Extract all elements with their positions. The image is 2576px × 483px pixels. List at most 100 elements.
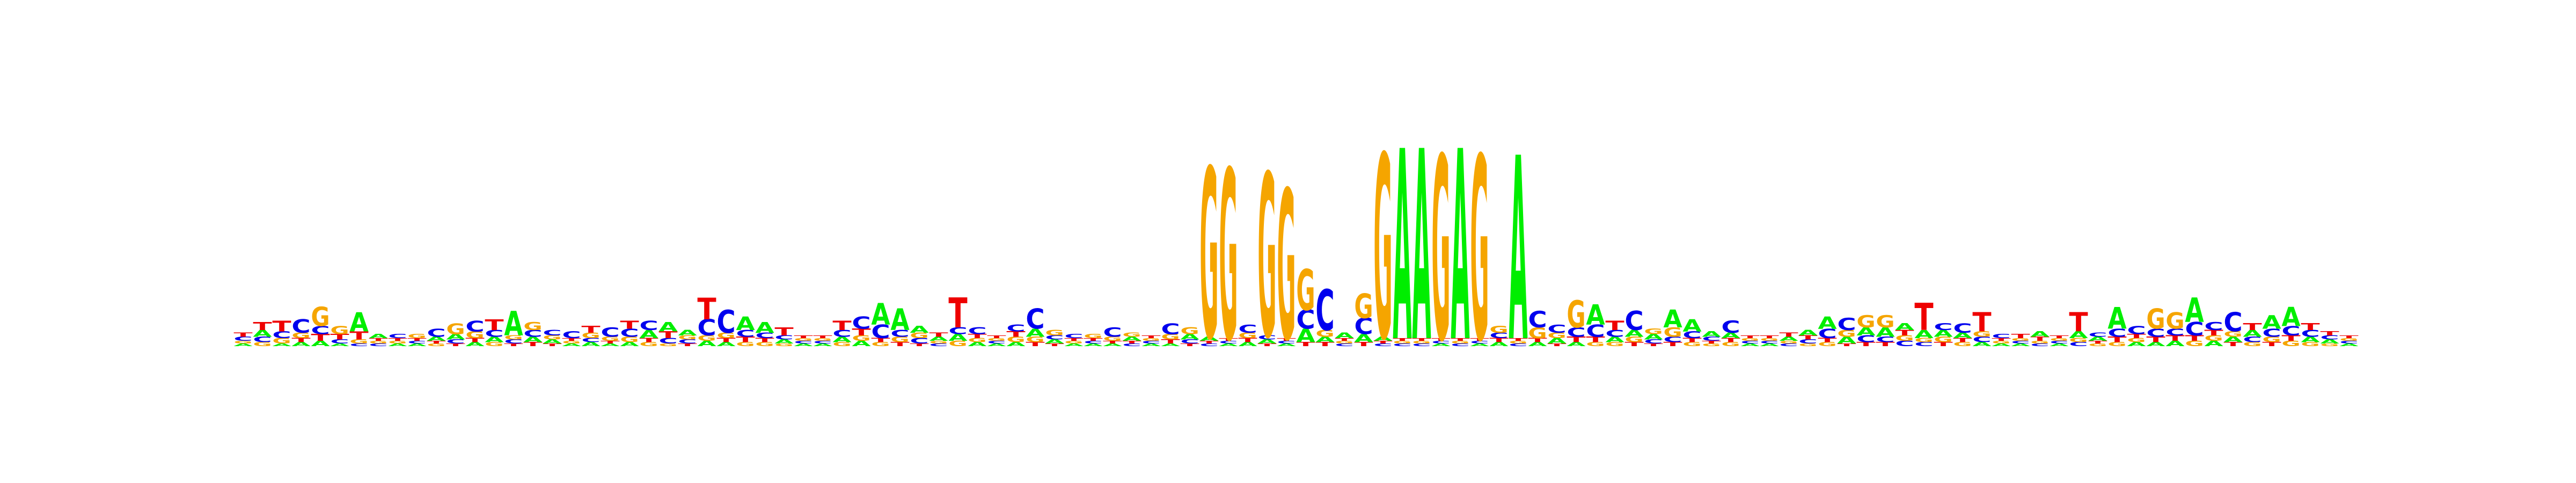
logo-letter-C-pos-108: C (2301, 328, 2319, 339)
logo-letter-C-pos-19: C (581, 337, 600, 343)
logo-letter-C-pos-107: C (2281, 324, 2300, 339)
logo-letter-A-pos-40: A (987, 343, 1006, 347)
logo-letter-G-pos-20: G (601, 336, 619, 342)
logo-letter-C-pos-91: C (1972, 335, 1991, 344)
logo-letter-G-pos-102: G (2185, 339, 2204, 348)
logo-letter-G-pos-89: G (1934, 335, 1952, 344)
logo-letter-C-pos-30: C (794, 340, 813, 345)
logo-letter-G-pos-17: G (543, 334, 561, 341)
logo-letter-A-pos-76: A (1682, 317, 1702, 336)
logo-letter-C-pos-57: C (1315, 279, 1334, 344)
logo-letter-T-pos-102: T (2185, 334, 2204, 342)
logo-letter-C-pos-33: C (852, 313, 870, 333)
logo-letter-G-pos-42: G (1026, 335, 1044, 344)
logo-letter-G-pos-55: G (1277, 149, 1296, 387)
logo-letter-C-pos-71: C (1586, 321, 1605, 341)
logo-letter-G-pos-31: G (813, 338, 832, 342)
logo-letter-G-pos-46: G (1103, 336, 1122, 342)
logo-letter-A-pos-99: A (2127, 341, 2146, 347)
logo-letter-A-pos-2: A (253, 328, 272, 339)
logo-letter-T-pos-88: T (1914, 296, 1933, 339)
logo-letter-T-pos-78: T (1721, 337, 1740, 343)
logo-letter-G-pos-23: G (658, 343, 677, 347)
logo-letter-T-pos-52: T (1219, 338, 1238, 342)
logo-letter-C-pos-88: C (1914, 341, 1933, 348)
logo-letter-G-pos-73: G (1624, 335, 1643, 344)
logo-letter-T-pos-69: T (1547, 343, 1566, 347)
logo-letter-C-pos-5: C (311, 324, 330, 336)
logo-letter-C-pos-50: C (1180, 339, 1199, 345)
logo-letter-A-pos-102: A (2185, 291, 2204, 330)
logo-letter-C-pos-55: C (1277, 340, 1296, 345)
logo-letter-G-pos-37: G (929, 340, 948, 345)
logo-letter-G-pos-30: G (794, 338, 813, 342)
logo-letter-A-pos-58: A (1335, 331, 1353, 340)
logo-letter-G-pos-69: G (1547, 331, 1566, 340)
logo-letter-A-pos-106: A (2262, 311, 2281, 333)
logo-letter-T-pos-103: T (2204, 328, 2223, 337)
logo-letter-G-pos-85: G (1856, 312, 1875, 332)
logo-letter-G-pos-104: G (2223, 330, 2242, 339)
logo-letter-C-pos-63: C (1431, 340, 1450, 345)
logo-letter-C-pos-24: C (678, 339, 697, 345)
logo-letter-C-pos-105: C (2243, 335, 2262, 344)
logo-letter-G-pos-35: G (890, 335, 909, 344)
logo-letter-T-pos-41: T (1006, 330, 1026, 339)
logo-letter-C-pos-100: C (2146, 326, 2165, 339)
logo-letter-T-pos-35: T (890, 341, 910, 347)
logo-letter-T-pos-106: T (2262, 341, 2281, 347)
logo-letter-C-pos-64: C (1451, 343, 1469, 347)
logo-letter-A-pos-82: A (1798, 328, 1817, 337)
logo-letter-T-pos-90: T (1953, 337, 1972, 343)
logo-letter-A-pos-68: A (1528, 341, 1547, 347)
logo-letter-A-pos-95: A (2050, 343, 2069, 347)
logo-letter-G-pos-52: G (1219, 122, 1238, 393)
logo-letter-C-pos-56: C (1296, 305, 1315, 335)
logo-letter-G-pos-62: G (1412, 340, 1431, 345)
logo-letter-A-pos-20: A (601, 343, 620, 347)
logo-letter-C-pos-31: C (813, 340, 832, 345)
logo-letter-A-pos-25: A (697, 339, 716, 348)
logo-letter-G-pos-43: G (1045, 328, 1064, 338)
logo-letter-G-pos-79: G (1740, 338, 1759, 342)
logo-letter-A-pos-47: A (1122, 335, 1141, 342)
logo-letter-G-pos-38: G (948, 339, 967, 348)
logo-letter-A-pos-81: A (1779, 335, 1798, 342)
logo-letter-G-pos-32: G (832, 341, 851, 348)
logo-letter-C-pos-82: C (1798, 339, 1817, 345)
logo-letter-G-pos-44: G (1064, 340, 1083, 345)
logo-letter-T-pos-28: T (755, 337, 774, 343)
logo-letter-T-pos-14: T (485, 316, 504, 334)
logo-stacks: AGCTGCATAGCTATGCATCGACTGCGTACGTAAGTCACTG… (233, 97, 2359, 400)
logo-letter-T-pos-33: T (852, 327, 871, 338)
logo-letter-T-pos-58: T (1335, 338, 1353, 342)
logo-letter-A-pos-14: A (485, 335, 503, 344)
logo-letter-G-pos-80: G (1760, 338, 1779, 342)
logo-letter-C-pos-92: C (1992, 333, 2010, 340)
logo-letter-T-pos-57: T (1315, 341, 1335, 347)
logo-letter-T-pos-11: T (427, 340, 445, 345)
logo-letter-A-pos-73: A (1624, 328, 1644, 339)
logo-letter-C-pos-99: C (2127, 324, 2146, 336)
logo-letter-A-pos-3: A (272, 343, 291, 347)
logo-letter-A-pos-108: A (2301, 335, 2319, 344)
logo-letter-G-pos-64: G (1451, 340, 1469, 345)
logo-letter-T-pos-45: T (1084, 338, 1102, 342)
logo-letter-T-pos-18: T (562, 338, 581, 342)
logo-letter-T-pos-70: T (1567, 335, 1586, 344)
logo-letter-A-pos-92: A (1992, 343, 2011, 347)
logo-letter-C-pos-61: C (1393, 343, 1411, 347)
logo-letter-C-pos-49: C (1161, 321, 1180, 338)
logo-letter-A-pos-50: A (1180, 333, 1199, 341)
logo-letter-G-pos-53: G (1238, 331, 1257, 340)
logo-letter-G-pos-57: G (1315, 328, 1334, 339)
logo-letter-C-pos-28: C (755, 331, 774, 340)
logo-letter-G-pos-78: G (1721, 341, 1740, 348)
logo-letter-T-pos-77: T (1702, 340, 1721, 345)
logo-letter-G-pos-61: G (1393, 340, 1411, 345)
logo-letter-C-pos-102: C (2185, 318, 2204, 340)
logo-letter-G-pos-109: G (2320, 343, 2339, 347)
logo-letter-C-pos-87: C (1895, 339, 1914, 348)
logo-letter-T-pos-63: T (1431, 338, 1450, 342)
